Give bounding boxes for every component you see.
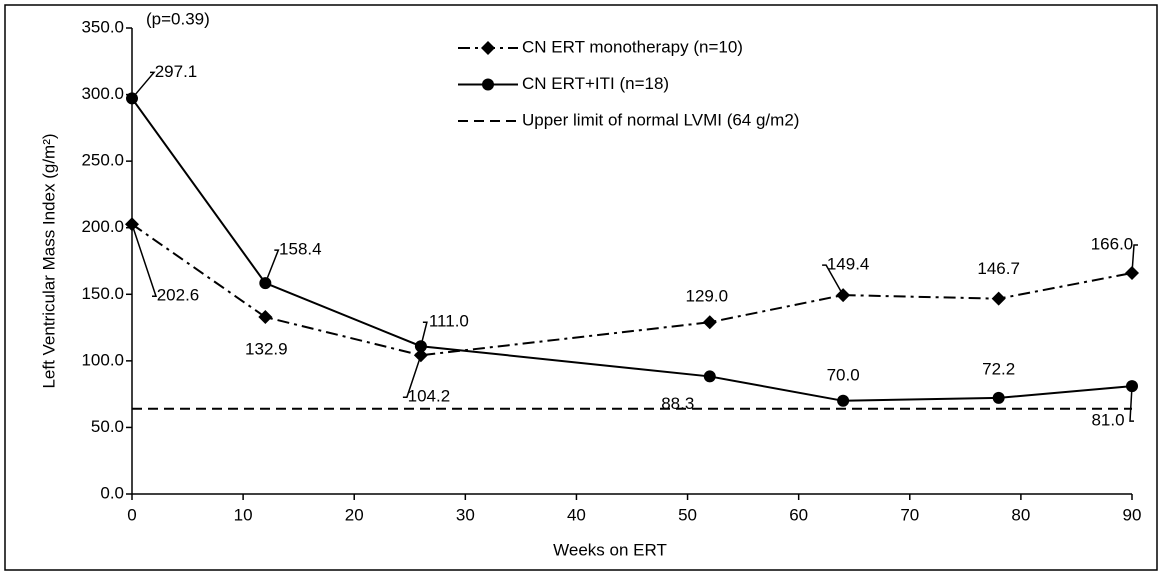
leader-line <box>822 264 844 296</box>
data-label: 158.4 <box>279 240 322 259</box>
data-label: 70.0 <box>827 365 860 384</box>
x-tick-label: 30 <box>456 505 475 524</box>
y-tick-label: 350.0 <box>81 17 124 36</box>
leader-line <box>1131 244 1138 274</box>
leader-line <box>402 355 422 399</box>
x-tick-label: 90 <box>1123 505 1142 524</box>
x-tick-label: 60 <box>789 505 808 524</box>
leader-line <box>131 71 156 99</box>
data-label: 81.0 <box>1091 411 1124 430</box>
data-label: 297.1 <box>155 62 198 81</box>
data-label: 149.4 <box>827 255 870 274</box>
legend-label: CN ERT monotherapy (n=10) <box>522 37 743 56</box>
data-label: 111.0 <box>429 312 469 331</box>
data-label: 88.3 <box>661 394 694 413</box>
frame <box>4 4 1158 571</box>
x-tick-label: 20 <box>345 505 364 524</box>
y-axis-label: Left Ventricular Mass Index (g/m²) <box>39 133 58 388</box>
data-label: 129.0 <box>686 287 729 306</box>
leader-line <box>264 249 280 284</box>
data-label: 202.6 <box>157 286 200 305</box>
x-tick-label: 0 <box>127 505 136 524</box>
marker <box>991 291 1006 306</box>
legend-label: CN ERT+ITI (n=18) <box>522 74 669 93</box>
legend-label: Upper limit of normal LVMI (64 g/m2) <box>522 110 799 129</box>
leader-line <box>131 224 158 298</box>
x-tick-label: 50 <box>678 505 697 524</box>
y-tick-label: 50.0 <box>91 417 124 436</box>
marker <box>992 391 1005 404</box>
leader-line <box>420 321 428 347</box>
data-label: 146.7 <box>977 259 1020 278</box>
marker <box>481 41 495 55</box>
y-tick-label: 150.0 <box>81 284 124 303</box>
x-tick-label: 10 <box>234 505 253 524</box>
marker <box>837 394 850 407</box>
x-axis-label: Weeks on ERT <box>553 540 667 559</box>
annotation: (p=0.39) <box>146 9 210 28</box>
y-tick-label: 200.0 <box>81 217 124 236</box>
x-tick-label: 70 <box>900 505 919 524</box>
data-label: 104.2 <box>408 387 451 406</box>
marker <box>482 78 494 91</box>
data-label: 166.0 <box>1091 234 1134 253</box>
data-label: 72.2 <box>982 359 1015 378</box>
x-tick-label: 80 <box>1011 505 1030 524</box>
data-label: 132.9 <box>245 340 288 359</box>
y-tick-label: 100.0 <box>81 350 124 369</box>
y-tick-label: 0.0 <box>100 483 124 502</box>
marker <box>702 315 717 330</box>
leader-line <box>1129 386 1134 422</box>
y-tick-label: 250.0 <box>81 151 124 170</box>
x-tick-label: 40 <box>567 505 586 524</box>
marker <box>258 310 273 325</box>
marker <box>703 370 716 383</box>
y-tick-label: 300.0 <box>81 84 124 103</box>
